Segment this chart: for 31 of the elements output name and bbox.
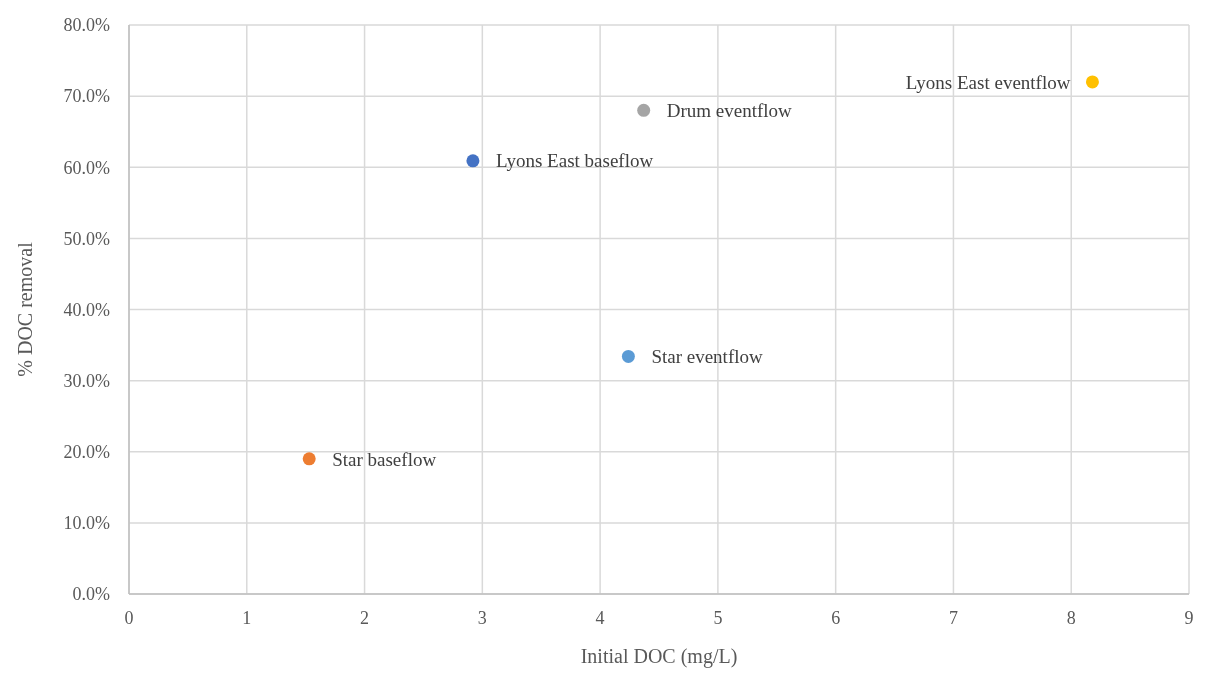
point (621, 349, 635, 363)
x-tick-label: 1 (242, 608, 252, 628)
series-label: Drum eventflow (666, 100, 793, 121)
point (1085, 75, 1099, 89)
point (466, 154, 480, 168)
x-tick-label: 5 (713, 608, 723, 628)
series-label: Lyons East eventflow (905, 71, 1071, 93)
x-tick-label: 8 (1066, 608, 1076, 628)
x-tick-label: 6 (831, 608, 841, 628)
y-tick-label: 50.0% (63, 228, 110, 249)
point (302, 452, 316, 466)
y-tick-label: 60.0% (63, 157, 110, 178)
y-tick-label: 0.0% (72, 584, 110, 605)
y-tick-label: 80.0% (63, 15, 110, 36)
x-tick-label: 2 (360, 608, 370, 628)
point (637, 103, 651, 117)
x-tick-label: 3 (477, 608, 487, 628)
series-label: Star baseflow (332, 448, 437, 470)
y-tick-label: 20.0% (63, 442, 110, 463)
series-label: Lyons East baseflow (495, 150, 654, 172)
y-tick-label: 40.0% (63, 299, 110, 320)
x-tick-label: 9 (1184, 608, 1194, 628)
y-tick-label: 70.0% (63, 86, 110, 107)
y-axis-title: % DOC removal (14, 241, 36, 377)
x-tick-label: 0 (124, 608, 134, 628)
x-axis-title: Initial DOC (mg/L) (580, 645, 738, 668)
x-tick-label: 7 (948, 608, 958, 628)
y-tick-label: 30.0% (63, 370, 110, 391)
x-tick-label: 4 (595, 608, 605, 628)
series-label: Star eventflow (651, 346, 763, 368)
y-tick-label: 10.0% (63, 513, 110, 534)
